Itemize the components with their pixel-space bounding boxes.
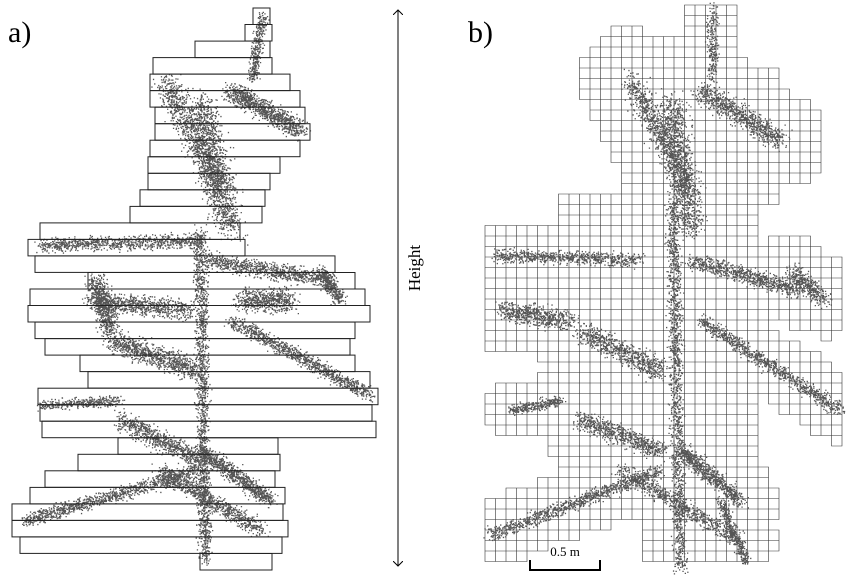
figure: a) b) Height 0.5 m bbox=[0, 0, 850, 575]
slice-box bbox=[78, 454, 280, 471]
panel-a bbox=[12, 8, 378, 570]
axis-label: Height bbox=[405, 245, 424, 292]
slice-box bbox=[45, 339, 350, 356]
page: {"panels": [{"label": "a)"}, {"label": "… bbox=[0, 0, 850, 575]
voxel-grid bbox=[485, 5, 842, 562]
slice-box bbox=[30, 289, 365, 306]
slice-box bbox=[140, 190, 265, 207]
slice-box bbox=[245, 25, 272, 42]
slice-box bbox=[12, 520, 288, 537]
panel-b bbox=[483, 2, 845, 574]
scale-bar-label: 0.5 m bbox=[550, 544, 580, 559]
panel-label: a) bbox=[8, 16, 31, 49]
panel-label: b) bbox=[468, 16, 493, 49]
slice-box bbox=[200, 554, 272, 571]
slice-box bbox=[20, 537, 282, 554]
scale-bar bbox=[530, 560, 600, 570]
slice-box bbox=[130, 206, 262, 223]
slice-box bbox=[150, 74, 290, 91]
slice-box bbox=[40, 223, 240, 240]
